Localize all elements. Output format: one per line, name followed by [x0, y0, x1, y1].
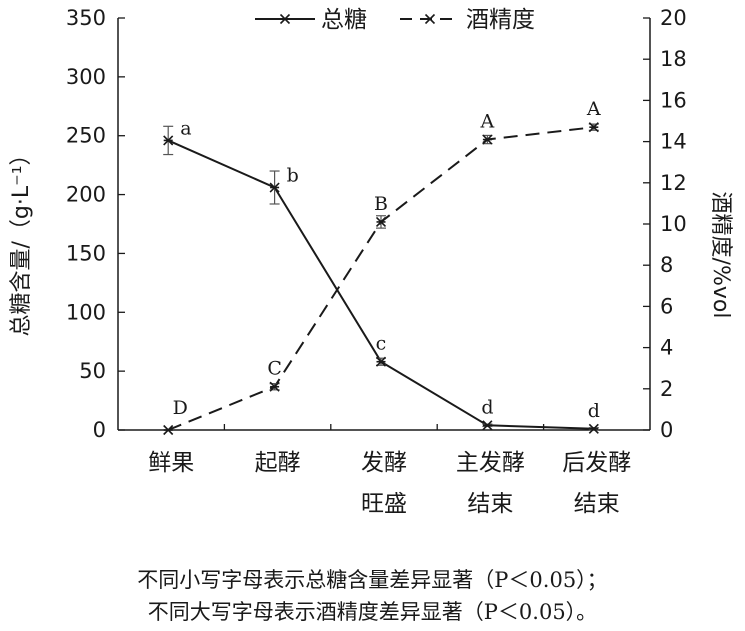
- category-label: 鲜果: [148, 450, 194, 476]
- right-axis-title: 酒精度/%vol: [708, 192, 733, 319]
- legend: 总糖 酒精度: [255, 7, 535, 33]
- left-tick-label: 250: [66, 124, 106, 148]
- right-tick-label: 16: [660, 88, 687, 112]
- significance-label: d: [588, 400, 600, 422]
- data-point: [482, 420, 493, 431]
- category-label: 发酵: [361, 450, 407, 476]
- category-label: 结束: [574, 491, 620, 517]
- data-point: [269, 381, 280, 392]
- right-tick-label: 6: [660, 294, 673, 318]
- legend-label: 总糖: [321, 7, 367, 33]
- series-酒精度: [163, 122, 599, 436]
- left-tick-label: 350: [66, 6, 106, 30]
- left-tick-label: 0: [93, 418, 106, 442]
- right-tick-label: 4: [660, 336, 673, 360]
- legend-marker: [424, 13, 436, 25]
- series-总糖: [163, 125, 599, 434]
- caption-line-2: 不同大写字母表示酒精度差异显著（P＜0.05）。: [147, 600, 598, 624]
- series-line-酒精度: [167, 126, 594, 431]
- data-point: [163, 135, 174, 146]
- significance-label: A: [480, 111, 495, 133]
- data-point: [588, 122, 599, 133]
- axes: [117, 17, 651, 431]
- left-tick-label: 200: [66, 183, 106, 207]
- category-label: 主发酵: [456, 450, 525, 476]
- left-axis-title: 总糖含量/（g·L⁻¹）: [9, 143, 34, 336]
- tick-labels: 0 50 100 150 200 250 300 350 0 2 4 6 8 10 12 14 16 18 20: [66, 6, 687, 442]
- category-label: 后发酵: [562, 450, 631, 476]
- significance-label: d: [481, 396, 493, 418]
- legend-marker: [279, 13, 291, 25]
- legend-label: 酒精度: [466, 7, 535, 33]
- data-point: [375, 356, 387, 367]
- category-label: 起酵: [255, 450, 301, 476]
- right-tick-label: 8: [660, 253, 673, 277]
- category-label: 旺盛: [361, 491, 407, 517]
- right-tick-label: 10: [660, 212, 687, 236]
- right-tick-label: 2: [660, 377, 673, 401]
- data-point: [375, 216, 387, 228]
- data-point: [588, 423, 599, 434]
- left-tick-label: 150: [66, 241, 106, 265]
- significance-label: D: [173, 397, 188, 419]
- category-label: 结束: [467, 491, 513, 517]
- series: [163, 122, 599, 436]
- left-tick-label: 300: [66, 65, 106, 89]
- significance-labels: a b c d d D C B A A: [173, 98, 601, 422]
- right-tick-label: 12: [660, 171, 687, 195]
- legend-item-酒精度: 酒精度: [400, 7, 535, 33]
- right-tick-label: 14: [660, 130, 687, 154]
- right-tick-label: 18: [660, 47, 687, 71]
- caption-line-1: 不同小写字母表示总糖含量差异显著（P＜0.05）；: [137, 568, 608, 592]
- right-tick-label: 20: [660, 6, 687, 30]
- significance-label: a: [180, 117, 191, 139]
- series-line-总糖: [167, 139, 594, 430]
- right-tick-label: 0: [660, 418, 673, 442]
- significance-label: B: [374, 193, 388, 215]
- data-point: [482, 134, 493, 145]
- left-tick-label: 50: [79, 359, 106, 383]
- chart: 0 50 100 150 200 250 300 350 0 2 4 6 8 10 12 14 16 18 20 鲜…: [9, 6, 733, 517]
- significance-label: A: [586, 98, 601, 120]
- data-point: [269, 182, 280, 193]
- significance-label: C: [267, 358, 282, 380]
- left-tick-label: 100: [66, 300, 106, 324]
- significance-label: b: [287, 165, 299, 187]
- significance-label: c: [376, 333, 387, 355]
- data-point: [163, 424, 174, 436]
- legend-item-总糖: 总糖: [255, 7, 367, 33]
